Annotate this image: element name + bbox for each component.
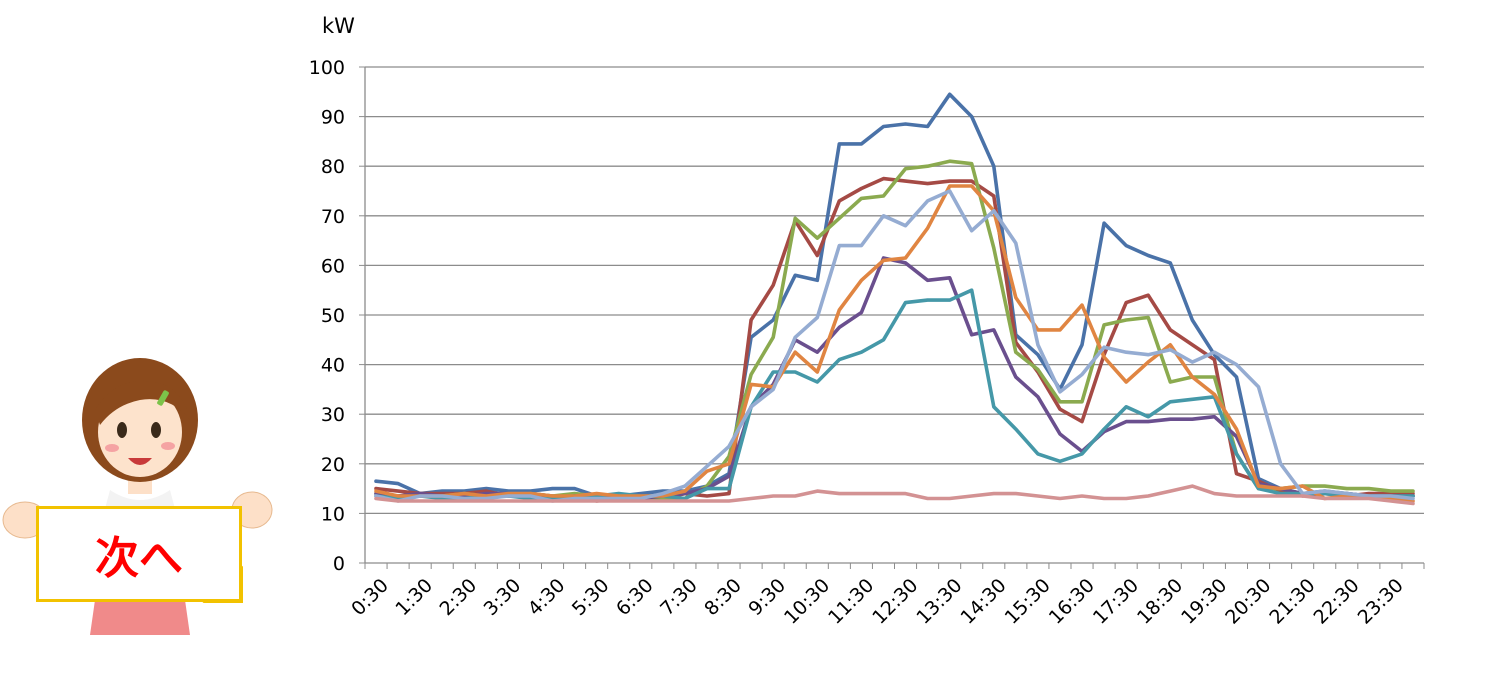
y-tick-label: 10 <box>321 503 345 525</box>
next-button[interactable]: 次へ <box>36 506 242 602</box>
gridlines <box>365 66 1424 515</box>
x-tick-label: 0:30 <box>347 574 393 620</box>
x-tick-label: 8:30 <box>700 574 746 620</box>
series-line-7 <box>374 189 1415 503</box>
x-tick-label: 13:30 <box>912 574 966 628</box>
y-tick-label: 0 <box>333 553 345 575</box>
x-tick-label: 2:30 <box>435 574 481 620</box>
y-tick-label: 40 <box>321 355 345 377</box>
y-tick-label: 80 <box>321 156 345 178</box>
x-tick-label: 11:30 <box>824 574 878 628</box>
x-tick-label: 21:30 <box>1265 574 1319 628</box>
y-tick-label: 60 <box>321 255 345 277</box>
y-tick-label: 50 <box>321 305 345 327</box>
x-tick-label: 15:30 <box>1001 574 1055 628</box>
x-tick-label: 7:30 <box>656 574 702 620</box>
y-axis-unit-label: kW <box>322 14 355 38</box>
y-axis-ticks: 0 10 20 30 40 50 60 70 80 90 100 <box>309 57 365 575</box>
x-tick-label: 4:30 <box>524 574 570 620</box>
x-tick-label: 22:30 <box>1309 574 1363 628</box>
series-line-2 <box>374 176 1415 503</box>
x-tick-label: 19:30 <box>1177 574 1231 628</box>
series-line-1 <box>374 92 1415 498</box>
series-lines <box>374 92 1415 506</box>
x-tick-label: 3:30 <box>480 574 526 620</box>
y-tick-label: 30 <box>321 404 345 426</box>
series-line-6 <box>374 184 1415 503</box>
x-tick-label: 5:30 <box>568 574 614 620</box>
y-tick-label: 90 <box>321 107 345 129</box>
x-axis-ticks: 0:301:302:303:304:305:306:307:308:309:30… <box>347 563 1425 629</box>
x-tick-label: 18:30 <box>1133 574 1187 628</box>
x-tick-label: 14:30 <box>956 574 1010 628</box>
y-tick-label: 70 <box>321 206 345 228</box>
x-tick-label: 12:30 <box>868 574 922 628</box>
series-line-8 <box>374 484 1415 506</box>
x-tick-label: 17:30 <box>1089 574 1143 628</box>
x-tick-label: 6:30 <box>612 574 658 620</box>
x-tick-label: 1:30 <box>391 574 437 620</box>
x-tick-label: 23:30 <box>1354 574 1408 628</box>
x-tick-label: 20:30 <box>1221 574 1275 628</box>
mascot-illustration <box>2 358 273 635</box>
axes <box>364 67 1424 564</box>
series-line-3 <box>374 159 1415 501</box>
x-tick-label: 16:30 <box>1045 574 1099 628</box>
y-tick-label: 20 <box>321 454 345 476</box>
y-tick-label: 100 <box>309 57 345 79</box>
series-line-4 <box>374 256 1415 501</box>
x-tick-label: 10:30 <box>780 574 834 628</box>
